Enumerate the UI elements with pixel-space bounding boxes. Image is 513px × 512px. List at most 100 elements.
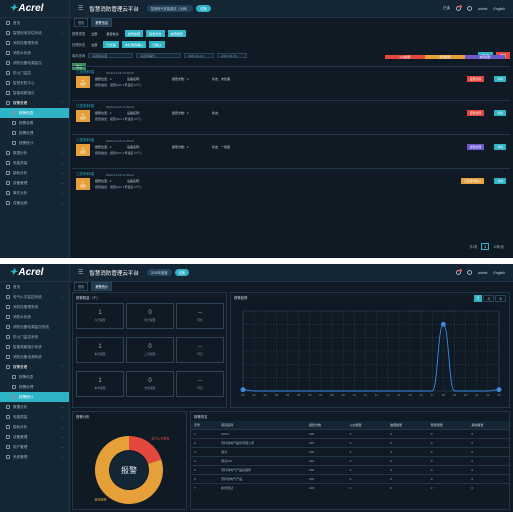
sidebar-item[interactable]: 电气火灾监控系统 ⌄ [0,292,69,302]
detail-button[interactable]: 详情 [494,178,506,184]
sidebar-item[interactable]: 报警查看 ⌃ [0,98,69,108]
start-date-input[interactable]: 2020-01-01 [184,53,215,58]
column-header[interactable]: 火灾报警 [346,421,388,430]
chip-status-all[interactable]: 全部 [91,43,98,47]
sidebar-item[interactable]: 报警查看 ⌃ [0,362,69,372]
sidebar-item[interactable]: 智慧用电评估系统 ⌄ [0,28,69,38]
sidebar-item[interactable]: 报警处理 [0,128,69,138]
language-switch[interactable]: English [493,6,505,11]
project-select[interactable]: 智慧电气安装调试（示例） [146,4,194,13]
donut-slice[interactable] [95,436,164,504]
column-header[interactable]: 预警报警 [427,421,469,430]
range-day-button[interactable]: 日 [473,295,483,302]
sidebar-item[interactable]: 防火门监控系统 [0,332,69,342]
table-row[interactable]: 4 测试215 100 0 0 0 0 [191,456,509,466]
alarm-project-name[interactable]: 江苏安科瑞 [76,70,94,74]
chip-alarm-fault[interactable]: 报警故障 [124,30,144,37]
sidebar-item[interactable]: 能耗分析 ⌄ [0,422,69,432]
sidebar-item[interactable]: 首页 [0,18,69,28]
sidebar-item[interactable]: 报警处理 [0,382,69,392]
sidebar-item[interactable]: 消防设备电源监控 [0,58,69,68]
range-month-button[interactable]: 月 [483,295,495,302]
sidebar-item[interactable]: 系统管理 ⌄ [0,452,69,462]
menu-icon[interactable]: ☰ [78,270,84,276]
user-icon[interactable] [466,270,472,275]
detail-button[interactable]: 详情 [494,76,506,82]
sidebar-item[interactable]: 首页 [0,282,69,292]
chip-confirmed[interactable]: 已确认 [149,41,165,48]
table-row[interactable]: 6 安科瑞电气产品 100 0 0 0 0 [191,474,509,484]
chip-handled[interactable]: 已处理 [103,41,119,48]
switch-button[interactable]: 切换 [196,4,211,13]
column-header[interactable]: 项目名称 [218,421,306,430]
column-header[interactable]: 其他报警 [468,421,509,430]
pager-page[interactable]: 1 [481,243,490,250]
table-row[interactable]: 2 安科瑞电气股份有限公司 100 0 0 0 0 [191,438,509,448]
column-header[interactable]: 故障报警 [387,421,428,430]
username[interactable]: admin [477,270,488,275]
user-icon[interactable] [466,6,472,11]
bell-icon[interactable] [455,269,462,275]
alarm-card[interactable]: 江苏安科瑞 2020-01-15 14:36:22 ▲ 报警 报警位置：1 设备名称： 报警… [72,100,510,126]
sidebar-item[interactable]: 报警信息 [0,108,69,118]
sidebar-item[interactable]: 消防水系统 [0,48,69,58]
alarm-card[interactable]: 江苏安科瑞 2020-01-15 14:36:22 ▲ 报警 报警位置：1 设备名称： 报警… [72,66,510,92]
alarm-project-name[interactable]: 江苏安科瑞 [76,138,94,142]
sidebar-item[interactable]: 智能疏散指示系统 [0,342,69,352]
sidebar-item[interactable]: 设备管理 ⌄ [0,178,69,188]
project-select[interactable]: 2020年度报 [146,268,172,277]
sidebar-item[interactable]: 电能质量 ⌄ [0,412,69,422]
table-row[interactable]: 1 ACS1 100 0 0 0 0 [191,429,509,439]
alarm-status-badge[interactable]: 报警处理 [466,144,484,150]
alarm-status-badge[interactable]: 报警处理 [466,76,484,82]
sidebar-item[interactable]: 防火门监控 [0,68,69,78]
trend-point[interactable] [240,387,246,393]
sidebar-item[interactable]: 消防水系统 [0,312,69,322]
sidebar-item[interactable]: 报警信息 [0,372,69,382]
tab-home[interactable]: 首页 [74,18,89,27]
chip-all[interactable]: 全部 [91,32,98,36]
tab-alarm-stats[interactable]: 报警统计 [91,282,113,291]
sidebar-item[interactable]: 消防设备电源系统 [0,352,69,362]
sidebar-item[interactable]: 能耗分析 ⌄ [0,168,69,178]
read-status[interactable]: 已读 [442,6,450,10]
alarm-card[interactable]: 江苏安科瑞 2020-01-15 14:36:22 ▲ 报警 报警位置：1 设备名称： 报警… [72,168,510,194]
chip-fault-alarm[interactable]: 故障报警 [167,30,186,37]
event-select[interactable]: 请选择事件 [136,53,182,58]
alarm-project-name[interactable]: 江苏安科瑞 [76,104,94,108]
sidebar-item[interactable]: 事件分析 ⌄ [0,188,69,198]
range-year-button[interactable]: 年 [495,295,506,302]
alarm-status-badge[interactable]: 报警处理 [466,110,484,116]
sidebar-item[interactable]: 报警统计 [0,392,69,402]
table-row[interactable]: 3 测试 100 0 0 0 0 [191,447,509,457]
alarm-status-badge[interactable]: 已处理待确认 [461,178,484,184]
alarm-project-name[interactable]: 江苏安科瑞 [76,172,94,176]
language-switch[interactable]: English [493,270,505,275]
chip-alarm-state[interactable]: 报警状态 [146,30,165,37]
sidebar-item[interactable]: 报警查看 [0,118,69,128]
table-row[interactable]: 5 安科瑞电气产品检验所 100 0 0 0 0 [191,465,509,475]
sidebar-item[interactable]: 智能疏散指示 [0,88,69,98]
device-select[interactable]: 请选择设备 [88,53,134,58]
menu-icon[interactable]: ☰ [78,6,84,12]
column-header[interactable]: 序号 [191,421,219,430]
chip-alarm-info[interactable]: 报警信息 [106,32,119,36]
sidebar-item[interactable]: 用户管理 ⌄ [0,442,69,452]
pager-size-select[interactable]: 10条/页 [493,245,504,249]
switch-button[interactable]: 切换 [174,268,189,277]
trend-point[interactable] [496,387,502,393]
trend-point[interactable] [440,321,446,327]
sidebar-item[interactable]: 报警统计 [0,138,69,148]
tab-alarm-info[interactable]: 报警信息 [91,18,113,27]
sidebar-item[interactable]: 智慧安防中心 [0,78,69,88]
sidebar-item[interactable]: 设备运维 ⌄ [0,198,69,208]
sidebar-item[interactable]: 电能质量 ⌄ [0,158,69,168]
tab-home[interactable]: 首页 [74,282,89,291]
bell-icon[interactable] [455,5,462,11]
detail-button[interactable]: 详情 [494,110,506,116]
sidebar-item[interactable]: 消防栓管理系统 [0,302,69,312]
username[interactable]: admin [477,6,488,11]
sidebar-item[interactable]: 数据分析 ⌄ [0,402,69,412]
column-header[interactable]: 报警次数 [305,421,347,430]
table-row[interactable]: 7 新增测试 100 0 0 0 0 [191,483,509,492]
